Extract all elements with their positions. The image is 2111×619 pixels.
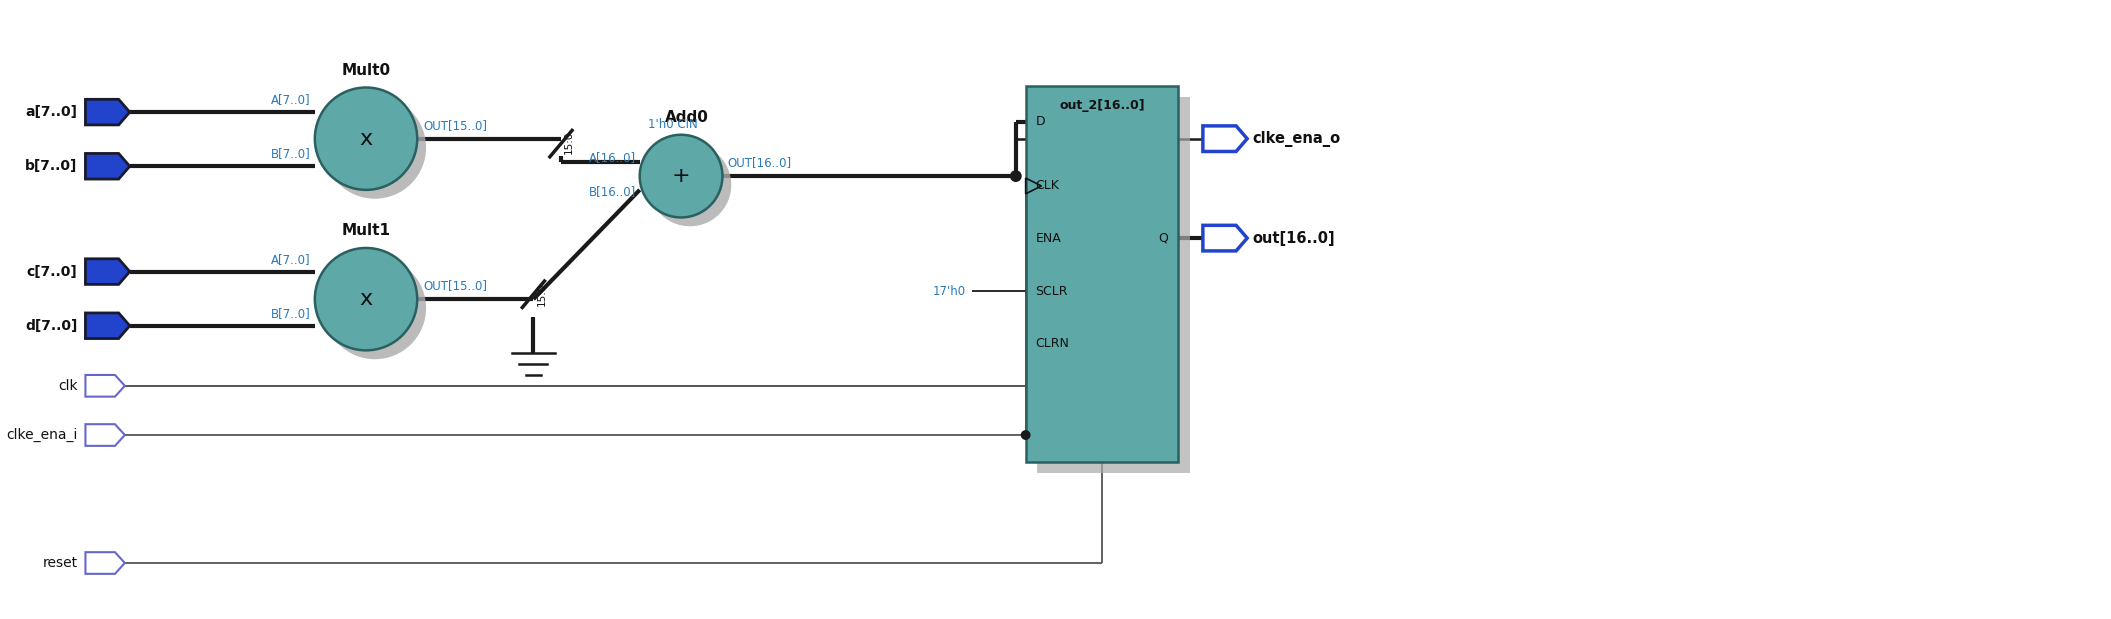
Text: CLK: CLK [1037,180,1060,193]
Polygon shape [84,99,129,125]
Text: A[7..0]: A[7..0] [272,93,310,106]
Text: clke_ena_i: clke_ena_i [6,428,78,442]
Text: Q: Q [1159,232,1167,245]
Circle shape [648,144,730,227]
Text: ENA: ENA [1037,232,1062,245]
Text: a[7..0]: a[7..0] [25,105,78,119]
Text: c[7..0]: c[7..0] [27,264,78,279]
Circle shape [315,248,418,350]
Text: +: + [671,166,690,186]
Text: OUT[16..0]: OUT[16..0] [728,156,792,169]
Text: reset: reset [42,556,78,570]
Text: Mult1: Mult1 [342,223,391,238]
Text: B[7..0]: B[7..0] [270,147,310,160]
Text: OUT[15..0]: OUT[15..0] [422,279,488,292]
Text: 15:0: 15:0 [536,282,547,306]
Circle shape [315,87,418,190]
Text: 17'h0: 17'h0 [933,285,965,298]
Text: d[7..0]: d[7..0] [25,319,78,333]
Text: clk: clk [57,379,78,393]
Text: A[7..0]: A[7..0] [272,253,310,266]
Text: out[16..0]: out[16..0] [1252,231,1334,246]
Circle shape [1022,430,1030,440]
Circle shape [323,257,426,359]
Text: x: x [359,129,374,149]
Text: SCLR: SCLR [1037,285,1068,298]
Text: B[7..0]: B[7..0] [270,307,310,320]
Circle shape [1009,170,1022,182]
Text: out_2[16..0]: out_2[16..0] [1060,99,1144,112]
Text: OUT[15..0]: OUT[15..0] [422,119,488,132]
Polygon shape [84,154,129,179]
Text: 1'h0 CIN: 1'h0 CIN [648,118,697,131]
Text: b[7..0]: b[7..0] [25,159,78,173]
Polygon shape [84,259,129,284]
Bar [1026,85,1178,462]
Bar [1037,97,1191,474]
Circle shape [640,135,722,217]
Text: 15:0: 15:0 [564,131,574,154]
Text: Mult0: Mult0 [342,63,391,77]
Text: Add0: Add0 [665,110,709,125]
Text: D: D [1037,116,1045,129]
Text: x: x [359,289,374,309]
Text: CLRN: CLRN [1037,337,1070,350]
Text: A[16..0]: A[16..0] [589,151,635,164]
Text: B[16..0]: B[16..0] [589,185,635,198]
Circle shape [323,97,426,199]
Text: clke_ena_o: clke_ena_o [1252,131,1340,147]
Polygon shape [84,313,129,339]
